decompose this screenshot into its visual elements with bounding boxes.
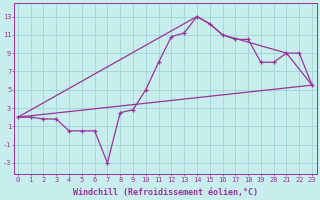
X-axis label: Windchill (Refroidissement éolien,°C): Windchill (Refroidissement éolien,°C) (73, 188, 258, 197)
